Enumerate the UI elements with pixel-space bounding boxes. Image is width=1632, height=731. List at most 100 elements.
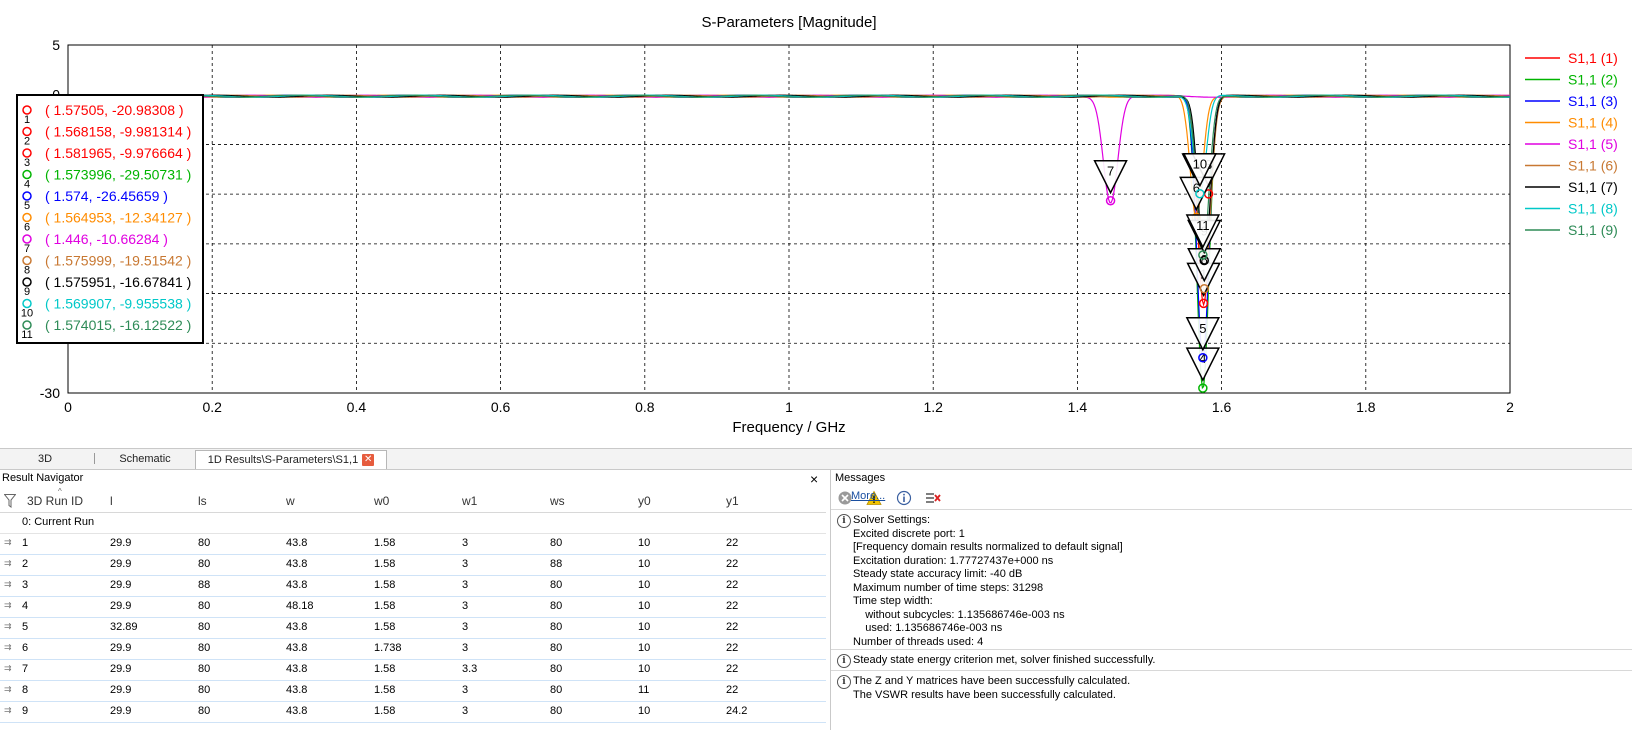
cell-y0: 10: [638, 621, 651, 633]
chart-title: S-Parameters [Magnitude]: [701, 14, 876, 31]
cell-w: 43.8: [286, 642, 308, 654]
marker-index: 8: [24, 265, 30, 277]
cell-w0: 1.58: [374, 621, 396, 633]
solver-setting-line: [Frequency domain results normalized to …: [853, 541, 1123, 553]
error-filter-icon[interactable]: [837, 490, 853, 506]
plot-canvas[interactable]: S-Parameters [Magnitude] 0 0.2 0.4 0.6 0.8 1 1.…: [0, 0, 1632, 448]
cell-l: 29.9: [110, 558, 132, 570]
marker-number: 7: [1107, 164, 1114, 179]
close-icon[interactable]: ✕: [362, 454, 375, 467]
column-header-w[interactable]: w: [286, 494, 295, 508]
more-link[interactable]: More...: [851, 490, 886, 502]
y-tick-label: -30: [40, 385, 60, 401]
row-marker-icon: ⇉: [4, 621, 12, 631]
solver-settings-message: i Solver Settings: Excited discrete port:…: [831, 509, 1632, 649]
marker-index: 9: [24, 286, 30, 298]
marker-number: 6: [1193, 180, 1200, 195]
cell-ls: 80: [198, 558, 211, 570]
x-tick-label: 0.2: [202, 399, 222, 415]
cell-run-id: 7: [22, 663, 29, 675]
filter-icon[interactable]: [4, 494, 16, 508]
marker-number: 10: [1193, 157, 1207, 172]
column-header-ls[interactable]: ls: [198, 494, 207, 508]
tab-1d-results[interactable]: 1D Results\S-Parameters\S1,1 ✕: [195, 450, 387, 469]
cell-w1: 3.3: [462, 663, 478, 675]
table-row[interactable]: ⇉ 1 29.9 80 43.8 1.58 3 80 10 22: [0, 533, 826, 555]
grid-header: 3D Run ID ^ l ls w w0 w1 ws y0 y1: [0, 487, 826, 513]
marker-index: 2: [24, 136, 30, 148]
table-row[interactable]: ⇉ 3 29.9 88 43.8 1.58 3 80 10 22: [0, 575, 826, 597]
table-row[interactable]: ⇉ 7 29.9 80 43.8 1.58 3.3 80 10 22: [0, 659, 826, 681]
sort-arrow-icon: ^: [58, 487, 62, 496]
cell-w: 43.8: [286, 621, 308, 633]
marker-value: ( 1.574015, -16.12522 ): [45, 317, 191, 333]
info-filter-icon[interactable]: [896, 490, 912, 506]
table-row[interactable]: ⇉ 8 29.9 80 43.8 1.58 3 80 11 22: [0, 680, 826, 702]
cell-ls: 88: [198, 579, 211, 591]
legend-label: S1,1 (3): [1568, 93, 1618, 109]
marker-triangle: [1093, 159, 1128, 195]
marker-value: ( 1.574, -26.45659 ): [45, 188, 168, 204]
warning-filter-icon[interactable]: [866, 490, 883, 506]
tab-schematic[interactable]: Schematic: [100, 450, 190, 468]
cell-ws: 80: [550, 684, 563, 696]
marker-index: 7: [24, 243, 30, 255]
cell-w1: 3: [462, 684, 469, 696]
cell-w0: 1.58: [374, 705, 396, 717]
marker-value: ( 1.446, -10.66284 ): [45, 231, 168, 247]
cell-w: 48.18: [286, 600, 314, 612]
cell-l: 29.9: [110, 600, 132, 612]
cell-w1: 3: [462, 621, 469, 633]
s-parameter-plot[interactable]: S-Parameters [Magnitude] 0 0.2 0.4 0.6 0.8 1 1.…: [0, 0, 1632, 448]
column-header-y1[interactable]: y1: [726, 494, 739, 508]
cell-run-id: 6: [22, 642, 29, 654]
legend-label: S1,1 (6): [1568, 158, 1618, 174]
current-run-label: 0: Current Run: [22, 516, 95, 528]
tab-schematic-label: Schematic: [119, 453, 171, 465]
cell-ws: 80: [550, 642, 563, 654]
info-icon: i: [837, 514, 851, 528]
column-header-l[interactable]: l: [110, 494, 113, 508]
marker-value: ( 1.57505, -20.98308 ): [45, 102, 184, 118]
cell-l: 29.9: [110, 642, 132, 654]
column-header-run-id[interactable]: 3D Run ID: [27, 494, 84, 508]
marker-icon: [22, 212, 32, 223]
cell-ls: 80: [198, 684, 211, 696]
current-run-row[interactable]: 0: Current Run: [0, 512, 826, 534]
cell-ls: 80: [198, 600, 211, 612]
table-row[interactable]: ⇉ 6 29.9 80 43.8 1.738 3 80 10 22: [0, 638, 826, 660]
marker-number: 11: [1196, 218, 1210, 233]
marker-value: ( 1.568158, -9.981314 ): [45, 124, 191, 140]
cell-w1: 3: [462, 705, 469, 717]
clear-messages-icon[interactable]: [925, 490, 941, 506]
legend-label: S1,1 (7): [1568, 179, 1618, 195]
tab-3d[interactable]: 3D: [20, 450, 70, 468]
marker-value: ( 1.564953, -12.34127 ): [45, 210, 191, 226]
solver-setting-line: Maximum number of time steps: 31298: [853, 581, 1044, 594]
cell-w: 43.8: [286, 663, 308, 675]
solver-setting-line: used: 1.135686746e-003 ns: [853, 622, 1003, 634]
info-icon: i: [837, 675, 851, 689]
column-header-y0[interactable]: y0: [638, 494, 651, 508]
table-row[interactable]: ⇉ 4 29.9 80 48.18 1.58 3 80 10 22: [0, 596, 826, 618]
marker-value: ( 1.581965, -9.976664 ): [45, 145, 191, 161]
table-row[interactable]: ⇉ 5 32.89 80 43.8 1.58 3 80 10 22: [0, 617, 826, 639]
column-header-w0[interactable]: w0: [374, 494, 390, 508]
cell-ws: 88: [550, 558, 563, 570]
close-icon[interactable]: ×: [810, 471, 819, 487]
tab-separator: [94, 453, 95, 464]
row-marker-icon: ⇉: [4, 600, 12, 610]
cell-y0: 10: [638, 705, 651, 717]
cell-l: 29.9: [110, 537, 132, 549]
cell-y0: 10: [638, 558, 651, 570]
cell-y1: 22: [726, 663, 739, 675]
table-row[interactable]: ⇉ 2 29.9 80 43.8 1.58 3 88 10 22: [0, 554, 826, 576]
x-tick-label: 1.6: [1212, 399, 1232, 415]
row-marker-icon: ⇉: [4, 537, 12, 547]
column-header-w1[interactable]: w1: [462, 494, 478, 508]
cell-w: 43.8: [286, 684, 308, 696]
solver-setting-line: Excitation duration: 1.77727437e+000 ns: [853, 554, 1054, 567]
cell-ls: 80: [198, 537, 211, 549]
column-header-ws[interactable]: ws: [550, 494, 565, 508]
table-row[interactable]: ⇉ 9 29.9 80 43.8 1.58 3 80 10 24.2: [0, 701, 826, 723]
